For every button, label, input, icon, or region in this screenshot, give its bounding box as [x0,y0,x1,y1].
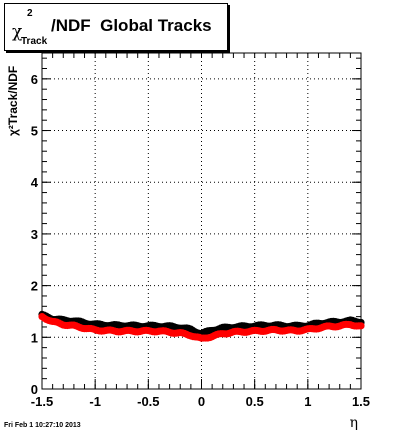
x-axis-label: η [349,415,358,431]
y-tick-label: 3 [31,227,38,242]
x-tick-label: 1 [304,394,311,409]
x-tick-label: 0 [198,394,205,409]
x-tick-label: 1.5 [352,394,370,409]
x-tick-label: -1.5 [31,394,53,409]
y-tick-label: 1 [31,330,38,345]
title-superscript: 2 [27,8,33,19]
title-chi-symbol: χ [12,22,23,42]
chart-title-box: χ 2 Track /NDF Global Tracks [4,3,228,51]
x-tick-label: -1 [89,394,101,409]
title-subscript: Track [21,36,48,47]
data-point-red [357,322,365,330]
x-tick-label: -0.5 [137,394,159,409]
y-tick-label: 6 [31,72,38,87]
chart-title: /NDF Global Tracks [51,16,212,35]
timestamp: Fri Feb 1 10:27:10 2013 [4,422,81,429]
y-tick-label: 5 [31,124,38,139]
x-tick-label: 0.5 [246,394,264,409]
y-tick-label: 0 [31,382,38,397]
y-tick-label: 2 [31,279,38,294]
y-tick-label: 4 [31,175,39,190]
